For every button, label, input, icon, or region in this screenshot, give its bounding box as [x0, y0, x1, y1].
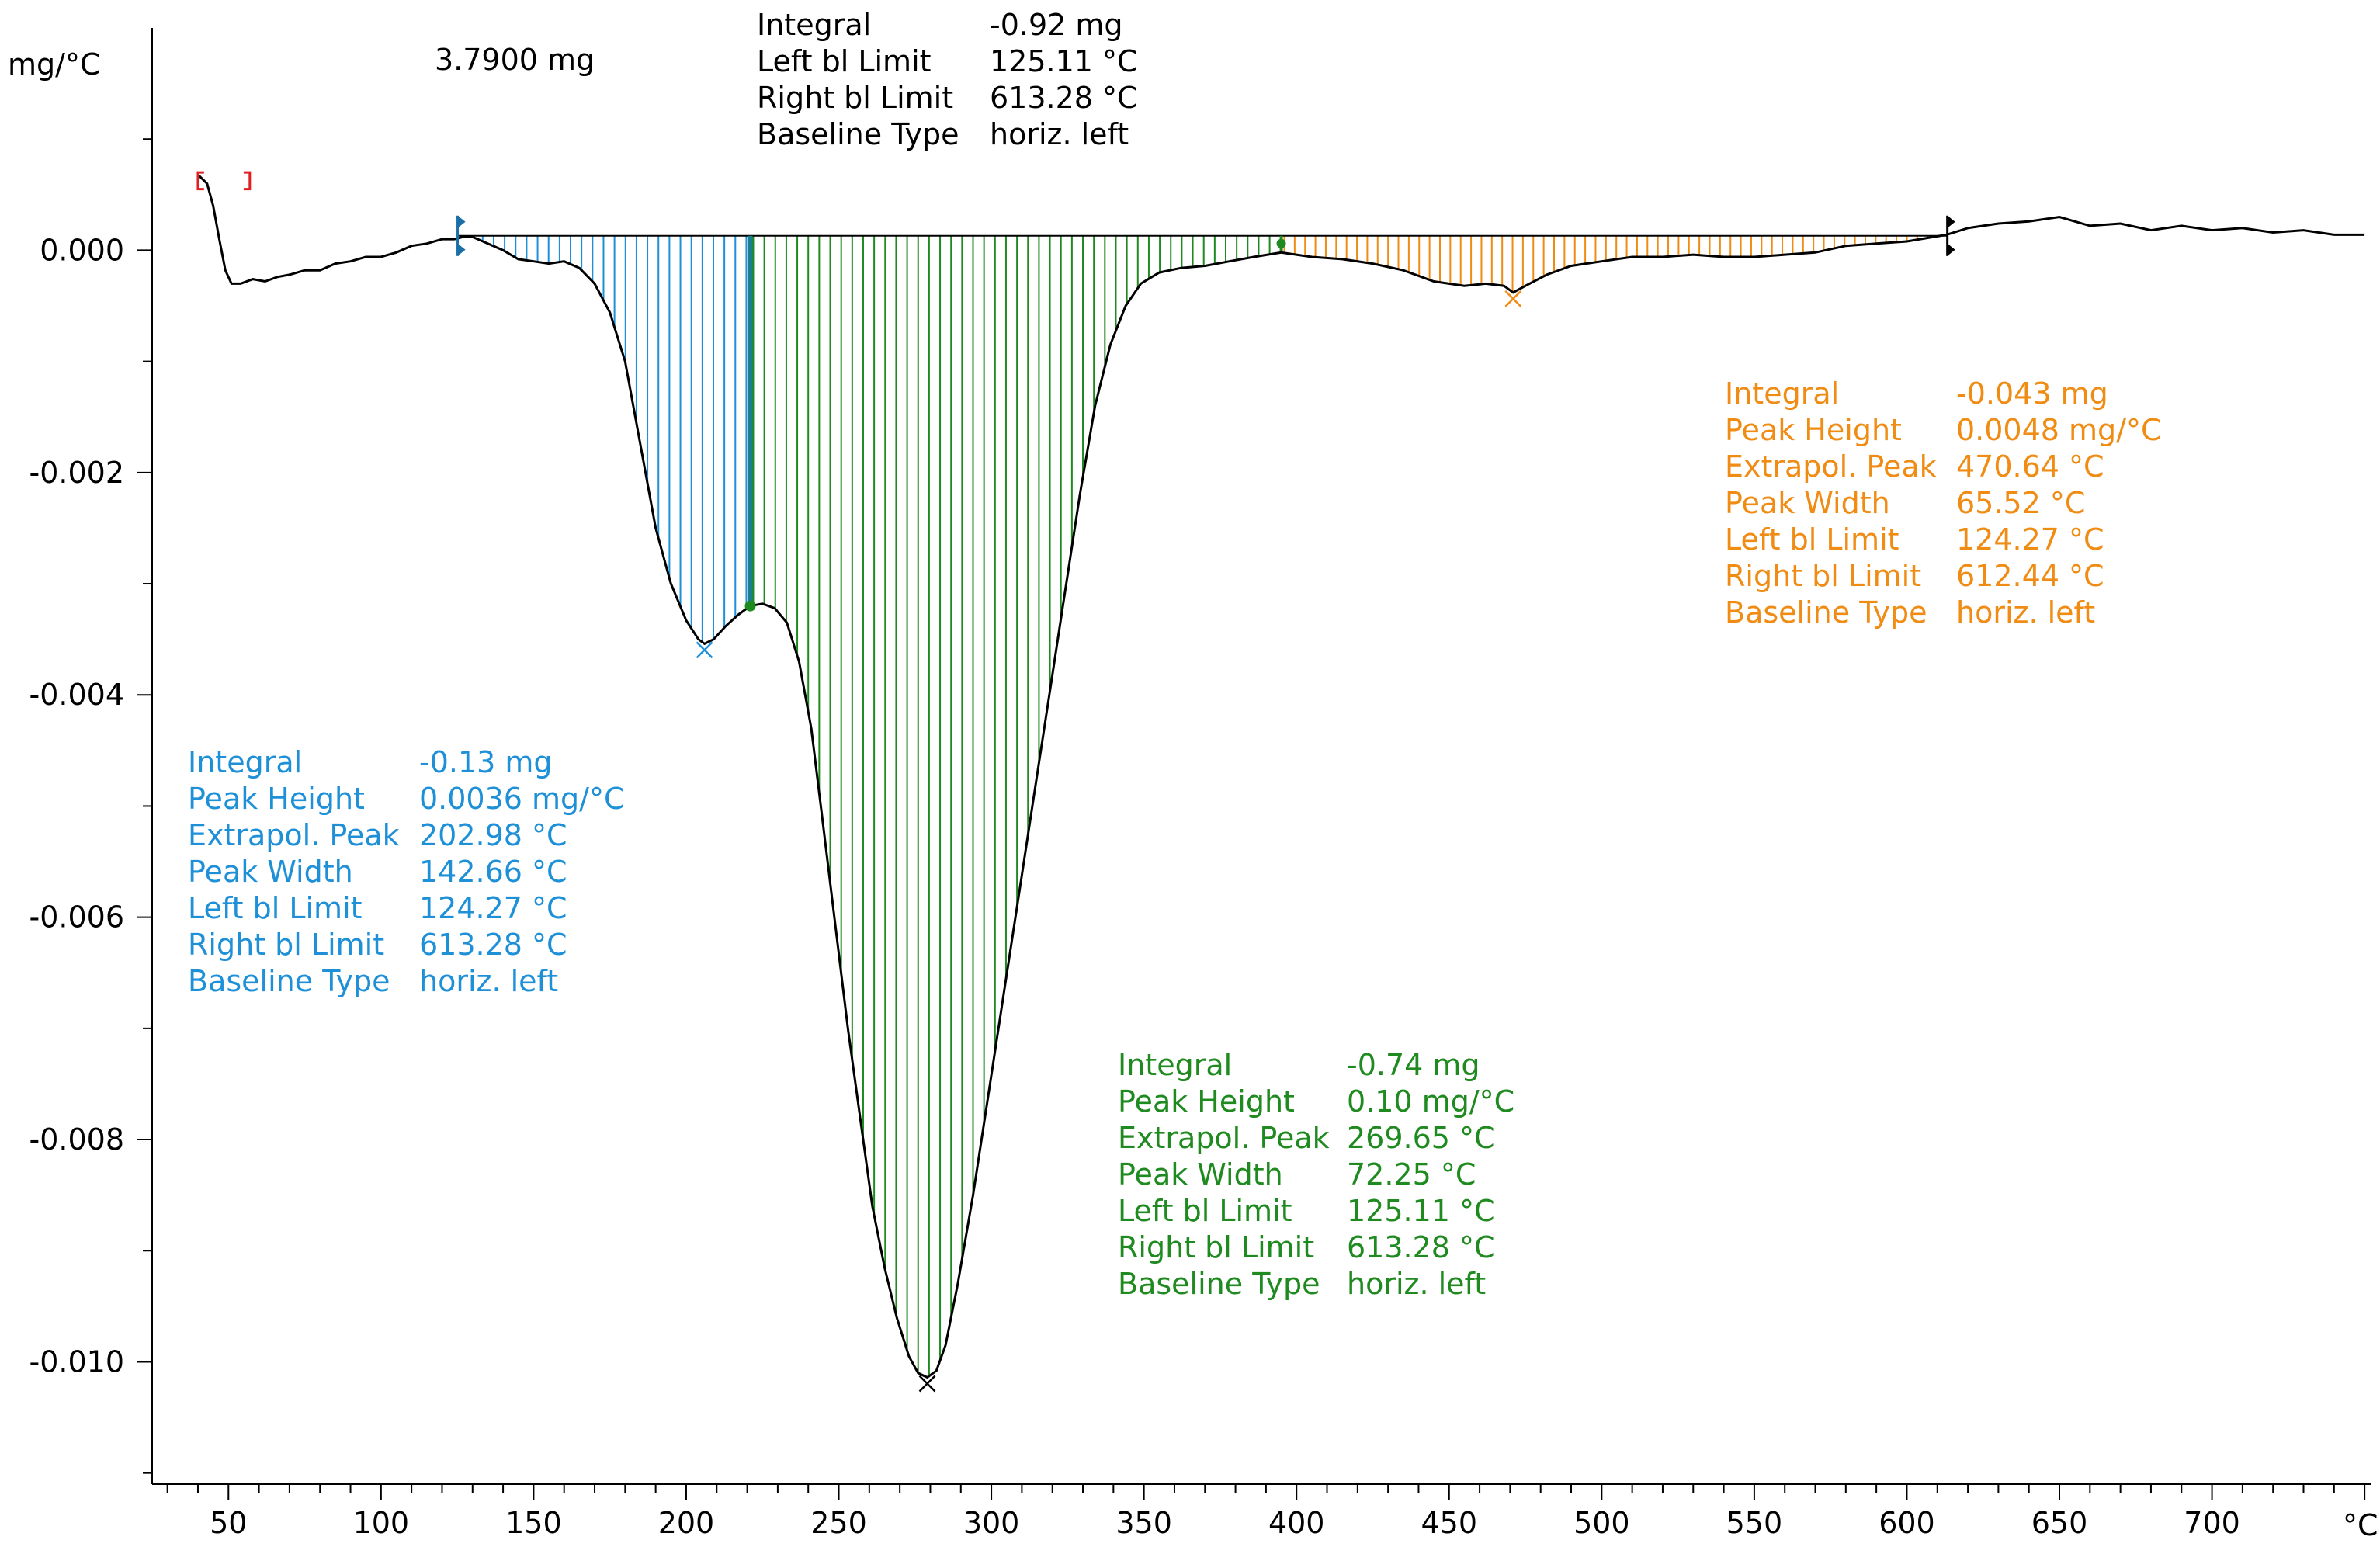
x-tick-label: 450: [1421, 1506, 1478, 1540]
green-peak-info: Integral -0.74 mg Peak Height 0.10 mg/°C Ext…: [1118, 1048, 1514, 1301]
green-peak-info-value: 269.65 °C: [1347, 1121, 1495, 1155]
blue-peak-info: Integral -0.13 mg Peak Height 0.0036 mg/°C E…: [188, 745, 625, 998]
hatch-orange: [1283, 235, 1939, 293]
x-tick-label: 200: [658, 1506, 715, 1540]
green-peak-info-key: Peak Width: [1118, 1157, 1283, 1191]
blue-peak-info-key: Peak Width: [188, 855, 353, 889]
axes: 50 100 150 200 250 300 350 400 450 500 550 600 650 70…: [29, 28, 2371, 1540]
hatch-green: [752, 235, 1282, 1376]
overall-info-key: Right bl Limit: [757, 81, 953, 115]
x-tick-label: 150: [505, 1506, 562, 1540]
orange-peak-info-key: Right bl Limit: [1725, 559, 1921, 593]
x-tick-label: 500: [1573, 1506, 1630, 1540]
blue-peak-info-key: Right bl Limit: [188, 928, 384, 962]
x-axis-label: °C: [2343, 1508, 2378, 1542]
green-peak-info-value: 125.11 °C: [1347, 1194, 1495, 1228]
orange-peak-info-key: Peak Height: [1725, 413, 1902, 447]
green-peak-info-key: Peak Height: [1118, 1084, 1295, 1119]
divider-dot-395: [1276, 238, 1286, 248]
right-limit-marker-top: [1947, 215, 1955, 228]
x-tick-label: 550: [1726, 1506, 1783, 1540]
y-tick-label: -0.008: [29, 1122, 125, 1157]
orange-peak-info-value: 124.27 °C: [1956, 522, 2104, 557]
orange-peak-info-value: horiz. left: [1956, 595, 2095, 630]
orange-peak-info: Integral -0.043 mg Peak Height 0.0048 mg/°C…: [1725, 376, 2162, 630]
y-tick-label: -0.006: [29, 900, 125, 935]
blue-peak-info-key: Integral: [188, 745, 302, 779]
blue-peak-info-key: Peak Height: [188, 782, 365, 816]
x-tick-label: 350: [1115, 1506, 1172, 1540]
overall-info-value: 125.11 °C: [990, 44, 1138, 78]
x-tick-label: 700: [2184, 1506, 2240, 1540]
green-peak-info-key: Integral: [1118, 1048, 1232, 1082]
blue-peak-info-value: horiz. left: [419, 964, 558, 998]
blue-peak-info-value: 613.28 °C: [419, 928, 567, 962]
start-bracket-right: [243, 171, 252, 191]
y-axis-label: mg/°C: [8, 47, 100, 82]
peak-marker-orange: [1504, 290, 1522, 307]
info-boxes: Integral -0.92 mg Left bl Limit 125.11 °C Ri…: [188, 8, 2162, 1301]
x-tick-label: 250: [810, 1506, 867, 1540]
x-tick-label: 300: [963, 1506, 1020, 1540]
orange-peak-info-value: -0.043 mg: [1956, 376, 2108, 411]
y-tick-label: -0.004: [29, 678, 125, 712]
blue-peak-info-key: Left bl Limit: [188, 891, 363, 925]
blue-peak-info-value: 124.27 °C: [419, 891, 567, 925]
green-peak-info-value: 613.28 °C: [1347, 1230, 1495, 1264]
orange-peak-info-value: 612.44 °C: [1956, 559, 2104, 593]
peak-marker-green: [918, 1375, 936, 1393]
green-peak-info-value: 72.25 °C: [1347, 1157, 1476, 1191]
overall-info: Integral -0.92 mg Left bl Limit 125.11 °C Ri…: [757, 8, 1138, 151]
green-peak-info-key: Left bl Limit: [1118, 1194, 1292, 1228]
green-peak-info-key: Baseline Type: [1118, 1267, 1320, 1301]
y-tick-label: -0.002: [29, 456, 125, 490]
x-tick-label: 50: [210, 1506, 247, 1540]
blue-peak-info-value: 202.98 °C: [419, 818, 567, 852]
orange-peak-info-key: Baseline Type: [1725, 595, 1927, 630]
left-limit-marker-bottom: [457, 243, 466, 256]
start-bracket-left: [196, 171, 204, 191]
peak-marker-blue: [696, 641, 713, 659]
x-tick-label: 100: [353, 1506, 410, 1540]
green-peak-info-key: Extrapol. Peak: [1118, 1121, 1330, 1155]
orange-peak-info-key: Left bl Limit: [1725, 522, 1899, 557]
x-tick-label: 400: [1268, 1506, 1325, 1540]
blue-peak-info-value: 0.0036 mg/°C: [419, 782, 625, 816]
green-peak-info-value: 0.10 mg/°C: [1347, 1084, 1514, 1119]
right-limit-marker-bottom: [1947, 243, 1955, 256]
hatch-blue: [460, 235, 748, 643]
orange-peak-info-value: 0.0048 mg/°C: [1956, 413, 2162, 447]
curve-layer: [196, 173, 2365, 1379]
overall-info-value: horiz. left: [990, 117, 1129, 151]
orange-peak-info-value: 65.52 °C: [1956, 486, 2085, 520]
dtg-curve: [196, 173, 2365, 1379]
y-tick-label: -0.010: [29, 1344, 125, 1379]
green-peak-info-value: horiz. left: [1347, 1267, 1486, 1301]
x-tick-label: 650: [2031, 1506, 2088, 1540]
blue-peak-info-key: Baseline Type: [188, 964, 390, 998]
orange-peak-info-value: 470.64 °C: [1956, 449, 2104, 484]
blue-peak-info-value: 142.66 °C: [419, 855, 567, 889]
divider-dot-221: [744, 600, 756, 612]
overall-info-key: Baseline Type: [757, 117, 959, 151]
blue-peak-info-key: Extrapol. Peak: [188, 818, 400, 852]
y-tick-label: 0.000: [40, 233, 124, 267]
orange-peak-info-key: Integral: [1725, 376, 1839, 411]
left-limit-marker-top: [457, 215, 466, 228]
overall-info-key: Left bl Limit: [757, 44, 932, 78]
orange-peak-info-key: Peak Width: [1725, 486, 1890, 520]
markers: [196, 171, 1955, 1393]
green-peak-info-key: Right bl Limit: [1118, 1230, 1314, 1264]
sample-mass: 3.7900 mg: [435, 43, 595, 77]
overall-info-value: 613.28 °C: [990, 81, 1138, 115]
overall-info-value: -0.92 mg: [990, 8, 1123, 42]
labels: mg/°C °C 3.7900 mg: [8, 43, 2378, 1542]
x-tick-label: 600: [1879, 1506, 1935, 1540]
orange-peak-info-key: Extrapol. Peak: [1725, 449, 1937, 484]
overall-info-key: Integral: [757, 8, 871, 42]
green-peak-info-value: -0.74 mg: [1347, 1048, 1480, 1082]
blue-peak-info-value: -0.13 mg: [419, 745, 553, 779]
